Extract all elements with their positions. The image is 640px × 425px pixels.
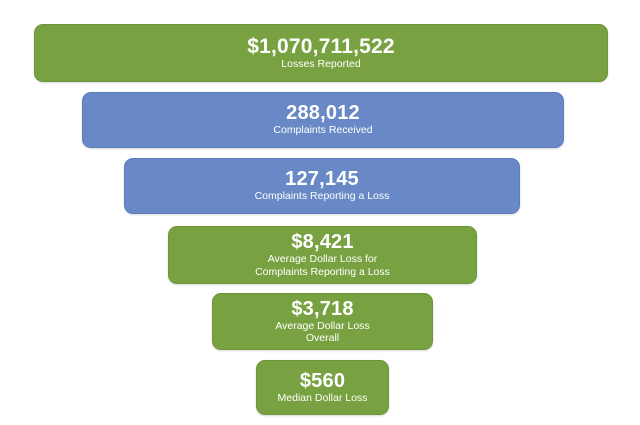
- tier-value: $8,421: [291, 231, 354, 254]
- funnel-tier-average-loss-reporting: $8,421 Average Dollar Loss for Complaint…: [168, 226, 477, 284]
- tier-label: Losses Reported: [281, 57, 361, 70]
- funnel-tier-median-loss: $560 Median Dollar Loss: [256, 360, 389, 415]
- tier-value: 288,012: [286, 102, 360, 125]
- tier-value: 127,145: [285, 168, 359, 191]
- tier-label: Complaints Reporting a Loss: [254, 190, 390, 203]
- tier-label: Complaints Received: [273, 124, 373, 137]
- tier-label: Median Dollar Loss: [277, 391, 368, 404]
- tier-label: Average Dollar Loss Overall: [275, 319, 370, 344]
- tier-value: $1,070,711,522: [247, 34, 395, 58]
- funnel-tier-average-loss-overall: $3,718 Average Dollar Loss Overall: [212, 293, 433, 350]
- funnel-tier-complaints-reporting-loss: 127,145 Complaints Reporting a Loss: [124, 158, 520, 214]
- funnel-tier-losses-reported: $1,070,711,522 Losses Reported: [34, 24, 608, 82]
- tier-value: $3,718: [291, 297, 354, 320]
- tier-value: $560: [299, 369, 346, 392]
- funnel-tier-complaints-received: 288,012 Complaints Received: [82, 92, 564, 148]
- tier-label: Average Dollar Loss for Complaints Repor…: [255, 253, 390, 278]
